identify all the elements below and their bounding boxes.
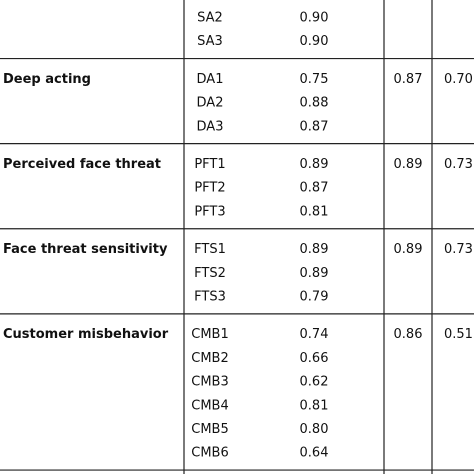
ave: 0.73 — [444, 157, 473, 172]
factor-loading: 0.62 — [300, 375, 329, 390]
item-code: CMB6 — [191, 446, 228, 461]
ave: 0.70 — [444, 72, 473, 87]
item-code: CMB1 — [191, 327, 228, 342]
ave: 0.73 — [444, 242, 473, 257]
factor-loading: 0.80 — [300, 422, 329, 437]
item-code: SA2 — [197, 11, 223, 26]
construct: Perceived face threat — [3, 157, 161, 172]
construct: Customer misbehavior — [3, 327, 169, 342]
factor-loading: 0.89 — [300, 242, 329, 257]
item-code: CMB3 — [191, 375, 228, 390]
composite-reliability: 0.86 — [394, 327, 423, 342]
factor-loading: 0.79 — [300, 290, 329, 305]
factor-loading: 0.89 — [300, 266, 329, 281]
factor-loading: 0.87 — [300, 119, 329, 134]
item-code: PFT1 — [194, 157, 225, 172]
factor-loading: 0.81 — [300, 398, 329, 413]
item-code: SA3 — [197, 34, 223, 49]
factor-loading: 0.88 — [300, 96, 329, 111]
factor-loading: 0.89 — [300, 157, 329, 172]
item-code: FTS2 — [194, 266, 226, 281]
composite-reliability: 0.89 — [394, 157, 423, 172]
composite-reliability: 0.87 — [394, 72, 423, 87]
item-code: CMB5 — [191, 422, 228, 437]
factor-loading: 0.64 — [300, 446, 329, 461]
factor-loading: 0.81 — [300, 204, 329, 219]
factor-loading: 0.74 — [300, 327, 329, 342]
item-code: CMB2 — [191, 351, 228, 366]
composite-reliability: 0.89 — [394, 242, 423, 257]
factor-loading: 0.90 — [300, 34, 329, 49]
item-code: PFT3 — [194, 204, 225, 219]
item-code: FTS1 — [194, 242, 226, 257]
item-code: CMB4 — [191, 398, 228, 413]
item-code: FTS3 — [194, 290, 226, 305]
item-code: DA1 — [197, 72, 224, 87]
construct: Face threat sensitivity — [3, 242, 168, 257]
factor-loading: 0.75 — [300, 72, 329, 87]
factor-loading: 0.87 — [300, 181, 329, 196]
item-code: DA2 — [197, 96, 224, 111]
item-code: DA3 — [197, 119, 224, 134]
ave: 0.51 — [444, 327, 473, 342]
factor-loading: 0.90 — [300, 11, 329, 26]
construct: Deep acting — [3, 72, 91, 87]
factor-loading: 0.66 — [300, 351, 329, 366]
item-code: PFT2 — [194, 181, 225, 196]
